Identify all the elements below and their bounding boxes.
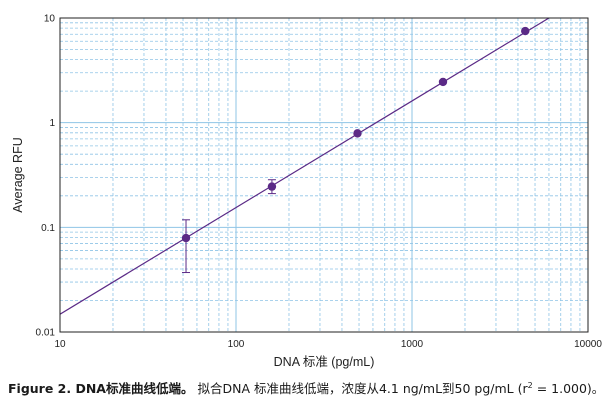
data-point [521,26,530,36]
caption-label: Figure 2. DNA标准曲线低端。 [8,381,194,396]
data-points-layer [181,26,530,274]
fit-line-layer [60,18,550,315]
x-axis-label: DNA 标准 (pg/mL) [274,355,375,369]
caption-text-end: = 1.000)。 [532,381,605,396]
x-tick-label: 10000 [574,339,602,350]
x-tick-label: 1000 [401,339,424,350]
tick-labels-layer: 10 100 1000 10000 0.01 0.1 1 10 [36,14,603,351]
figure-caption: Figure 2. DNA标准曲线低端。 拟合DNA 标准曲线低端，浓度从4.1… [8,378,604,397]
x-tick-label: 100 [228,339,245,350]
data-point [181,233,191,243]
grid-lines [59,18,588,333]
y-tick-label: 10 [44,14,56,25]
caption-superscript: 2 [527,380,533,390]
data-point [438,77,448,87]
x-tick-label: 10 [54,339,66,350]
y-axis-label: Average RFU [11,137,25,213]
y-tick-label: 0.1 [41,223,55,234]
y-tick-label: 0.01 [36,328,56,339]
caption-text: 拟合DNA 标准曲线低端，浓度从4.1 ng/mL到50 pg/mL (r [197,381,528,396]
plot-frame [59,17,589,333]
data-point [353,129,362,138]
data-point [267,182,277,191]
y-tick-label: 1 [49,118,55,129]
fit-line [60,18,550,315]
